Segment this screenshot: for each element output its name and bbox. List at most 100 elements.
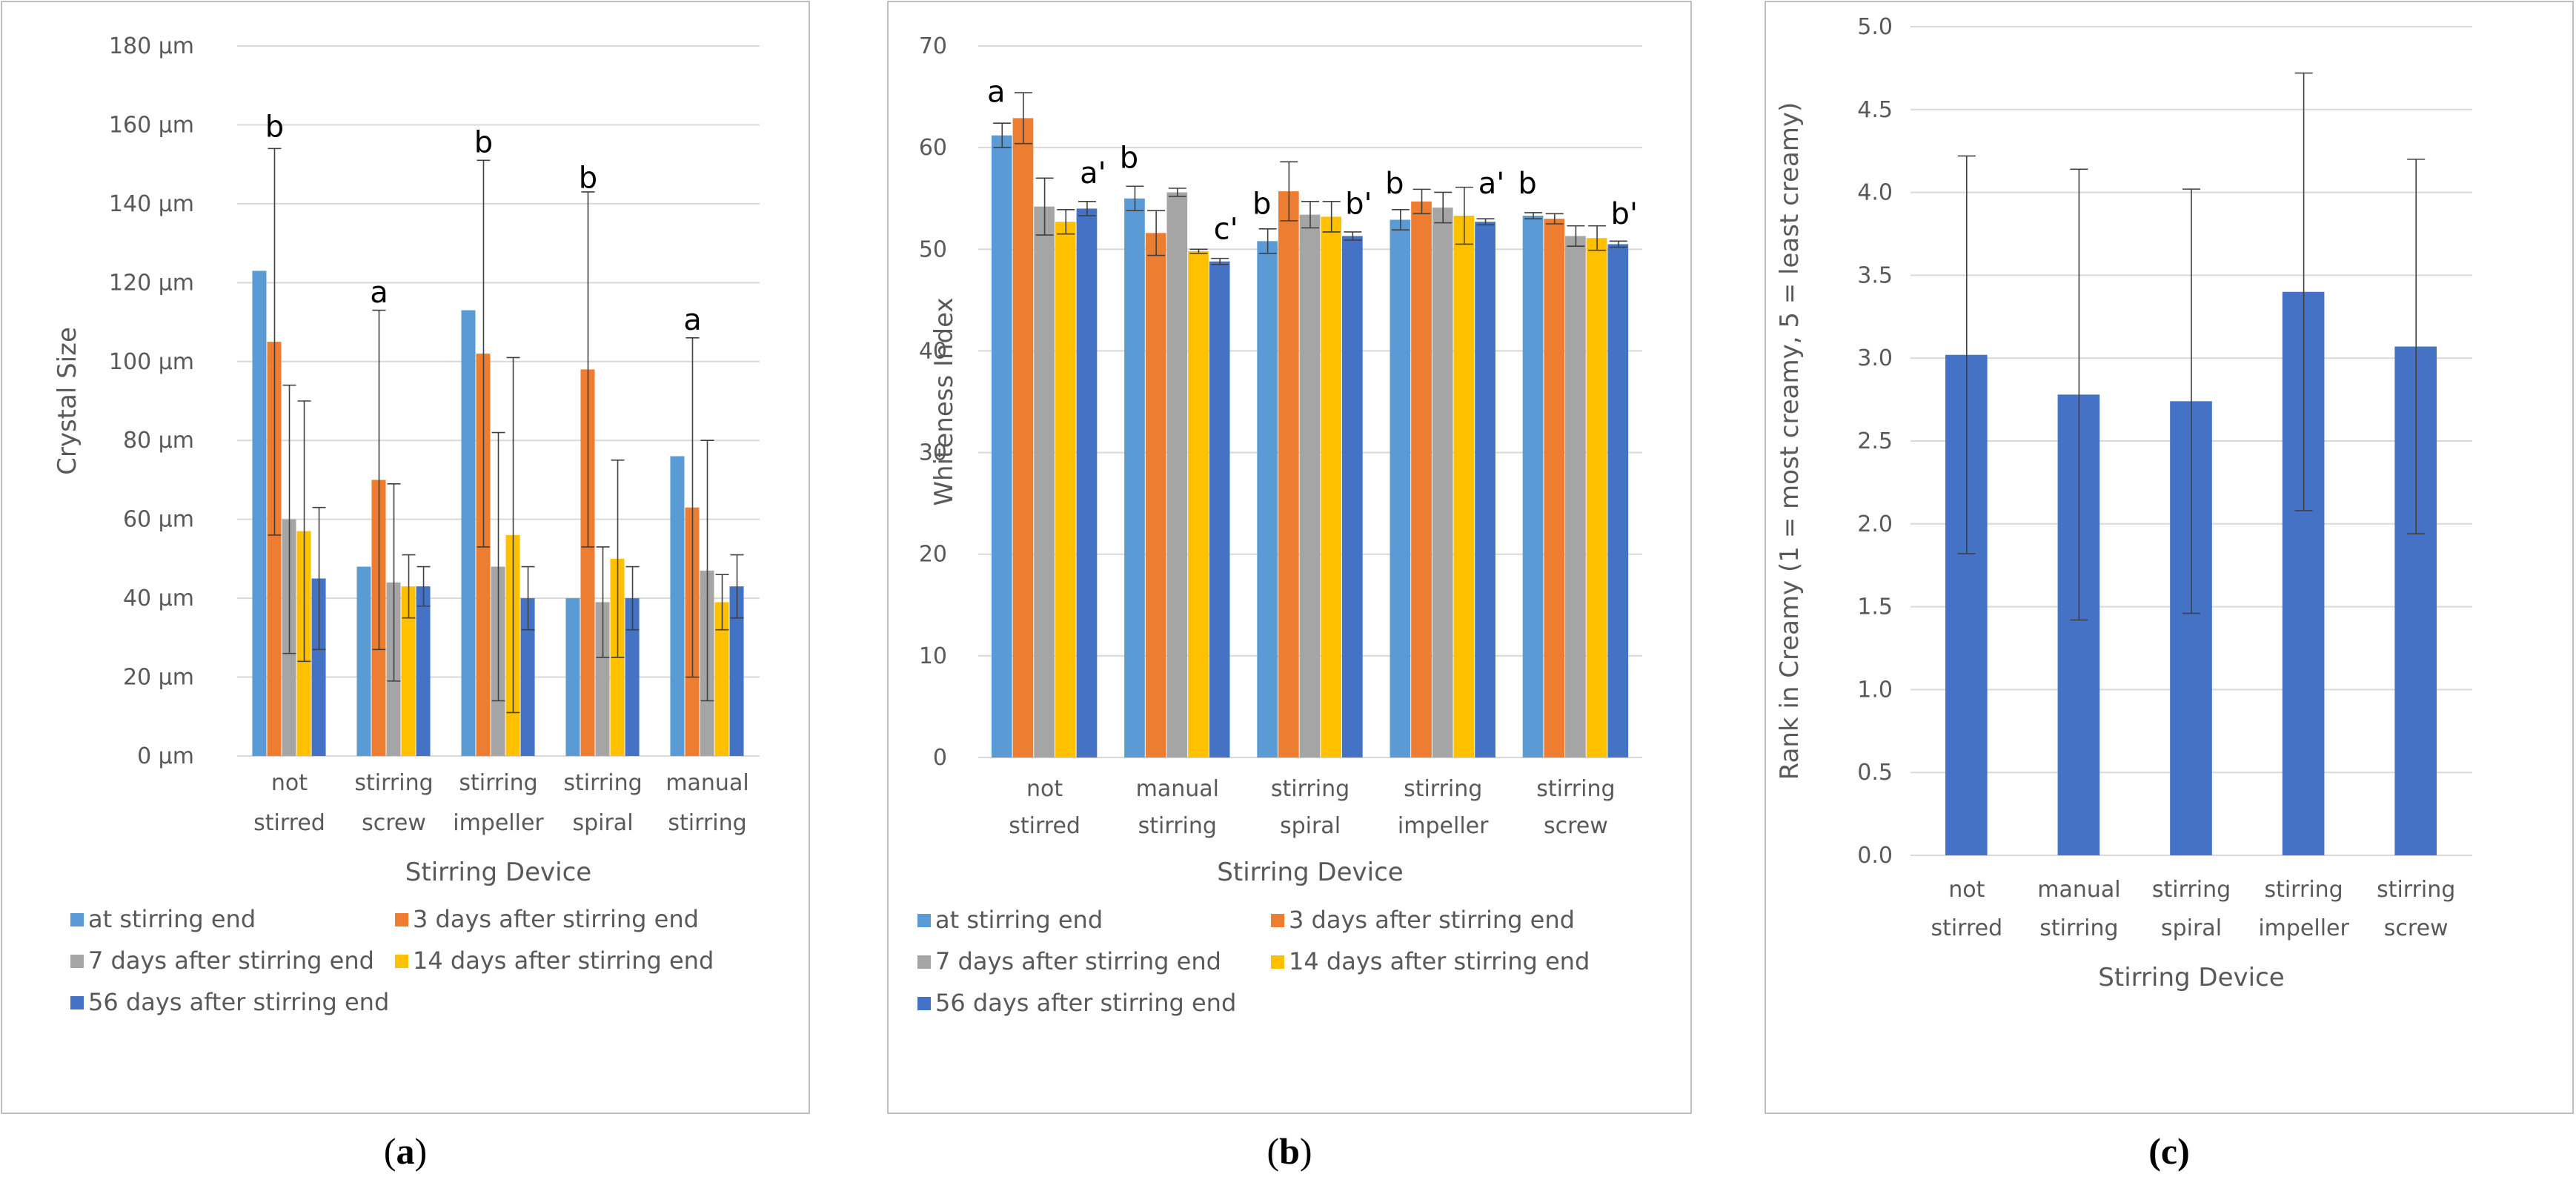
bar — [252, 271, 267, 756]
bar — [520, 598, 535, 756]
y-tick-label: 5.0 — [1857, 14, 1893, 40]
legend-swatch — [395, 955, 408, 968]
y-tick-label: 60 — [919, 135, 947, 161]
x-tick-label: spiral — [1280, 813, 1341, 839]
legend-label: 56 days after stirring end — [935, 989, 1236, 1017]
bar — [1034, 206, 1055, 758]
bar — [1475, 222, 1496, 757]
legend-swatch — [917, 997, 931, 1010]
x-tick-label: manual — [665, 770, 748, 796]
legend-swatch — [917, 955, 931, 969]
legend-swatch — [917, 914, 931, 927]
y-tick-label: 0.0 — [1857, 843, 1893, 869]
legend-label: 7 days after stirring end — [935, 947, 1221, 975]
y-tick-label: 40 µm — [123, 586, 194, 611]
x-tick-label: stirred — [1931, 915, 2002, 941]
x-tick-label: stirring — [1404, 776, 1482, 802]
bar — [1124, 198, 1145, 757]
x-tick-label: stirring — [1536, 776, 1615, 802]
x-tick-label: manual — [1136, 776, 1219, 802]
legend-label: 14 days after stirring end — [413, 946, 714, 975]
panel-label-c: (c) — [2148, 1130, 2190, 1172]
legend-label: 3 days after stirring end — [413, 905, 699, 933]
y-tick-label: 30 — [919, 440, 947, 466]
bar — [729, 586, 744, 756]
y-tick-label: 80 µm — [123, 428, 194, 454]
bar — [401, 586, 416, 756]
y-tick-label: 40 — [919, 338, 947, 364]
legend-swatch — [395, 913, 408, 926]
bar — [476, 354, 491, 757]
x-tick-label: stirring — [2377, 877, 2455, 903]
x-tick-label: stirring — [459, 770, 537, 796]
legend-swatch — [1271, 955, 1284, 969]
bar — [991, 135, 1012, 757]
y-tick-label: 60 µm — [123, 507, 194, 533]
chart-c: 0.0 0.5 1.0 1.5 2.0 2.5 3.0 3.5 4.0 4.5 5.0 not stir… — [1775, 14, 2472, 992]
bar — [595, 602, 610, 756]
legend-swatch — [70, 996, 84, 1009]
y-tick-label: 70 — [919, 33, 947, 59]
bar — [1522, 216, 1544, 757]
y-tick-label: 10 — [919, 643, 947, 669]
bar — [1166, 192, 1188, 757]
y-tick-label: 180 µm — [109, 33, 194, 59]
x-tick-label: screw — [1544, 813, 1608, 839]
significance-label: b — [1385, 167, 1404, 201]
bar — [625, 598, 640, 756]
y-tick-label: 20 µm — [123, 665, 194, 691]
bar — [1544, 219, 1565, 758]
significance-label: b — [1120, 142, 1138, 176]
significance-label: b — [1518, 167, 1536, 201]
chart-b: 0 10 20 30 40 50 60 70 a a' b c' b b' b a' b b' not stirred… — [917, 33, 1642, 1017]
x-axis-title: Stirring Device — [2098, 963, 2284, 992]
y-tick-label: 0.5 — [1857, 760, 1893, 786]
bar — [1586, 238, 1607, 757]
y-tick-label: 50 — [919, 236, 947, 262]
x-tick-label: spiral — [572, 810, 633, 836]
significance-label: b' — [1611, 197, 1638, 231]
x-tick-label: stirring — [1271, 776, 1350, 802]
y-axis-title: Whiteness Index — [929, 297, 959, 505]
x-tick-label: not — [271, 770, 308, 796]
bar — [1188, 251, 1209, 757]
y-tick-label: 160 µm — [109, 112, 194, 138]
x-tick-label: not — [1026, 776, 1063, 802]
x-tick-label: impeller — [2258, 915, 2349, 941]
significance-label: a' — [1080, 156, 1106, 190]
bar — [580, 369, 595, 756]
significance-label: b — [579, 162, 597, 196]
bar — [1209, 261, 1230, 757]
frame-c — [1765, 1, 2574, 1114]
y-axis-title: Rank in Creamy (1 = most creamy, 5 = lea… — [1775, 102, 1805, 780]
bar — [1411, 201, 1432, 757]
panel-label-a: (a) — [384, 1130, 427, 1172]
bar — [1342, 236, 1363, 757]
significance-label: a — [370, 276, 388, 310]
y-tick-label: 3.0 — [1857, 345, 1893, 371]
chart-a: 0 µm 20 µm 40 µm 60 µm 80 µm 100 µm 120 µm 140 … — [53, 33, 760, 1016]
bar — [461, 310, 476, 757]
significance-label: b' — [1345, 187, 1372, 221]
bar — [1076, 208, 1098, 757]
bar — [356, 566, 371, 756]
bar — [267, 342, 282, 757]
x-tick-label: stirring — [2264, 877, 2343, 903]
bar — [1145, 233, 1166, 757]
x-tick-label: stirring — [668, 810, 746, 836]
significance-label: a — [987, 75, 1006, 109]
y-tick-label: 1.5 — [1857, 594, 1893, 620]
bar — [1565, 236, 1586, 757]
y-tick-label: 20 — [919, 542, 947, 568]
legend-label: at stirring end — [935, 906, 1103, 934]
bar — [565, 598, 580, 756]
x-tick-label: spiral — [2161, 915, 2222, 941]
bar — [416, 586, 431, 756]
bar — [1390, 219, 1411, 757]
legend-swatch — [1271, 914, 1284, 927]
bar — [311, 578, 326, 756]
y-tick-label: 120 µm — [109, 270, 194, 296]
bar — [1299, 214, 1321, 758]
x-tick-label: manual — [2037, 877, 2120, 903]
x-tick-label: stirred — [1009, 813, 1080, 839]
